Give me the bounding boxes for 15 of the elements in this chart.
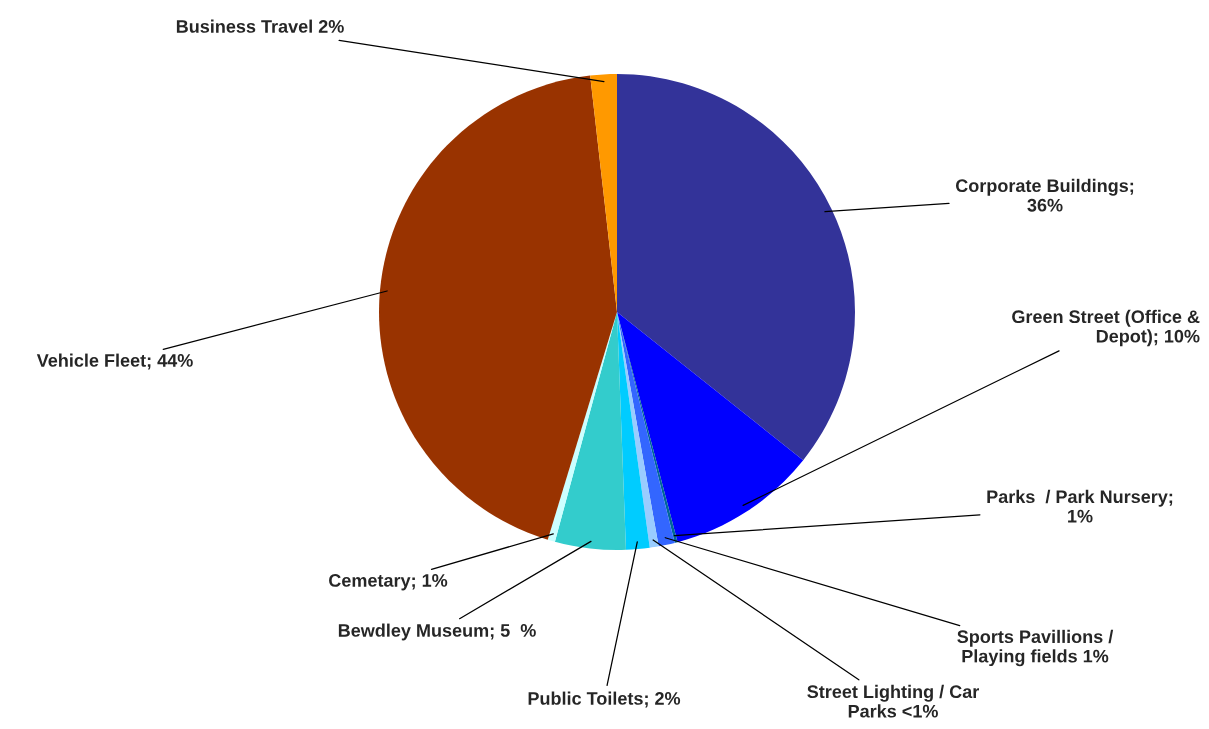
slice-label: Cemetary; 1% — [329, 574, 448, 591]
slice-label: Business Travel 2% — [176, 19, 344, 33]
slice-label: Sports Pavillions / Playing fields 1% — [957, 629, 1114, 667]
slice-label: Parks / Park Nursery; 1% — [987, 489, 1173, 523]
pie-slice — [617, 312, 659, 548]
pie-slice — [379, 75, 617, 540]
pie-slice — [617, 74, 855, 461]
slice-label: Public Toilets; 2% — [528, 691, 681, 708]
slice-label: Vehicle Fleet; 44% — [36, 353, 193, 370]
pie-slice — [617, 312, 804, 543]
slice-label: Green Street (Office & Depot); 10% — [1012, 309, 1200, 347]
slice-label: Corporate Buildings; 36% — [955, 178, 1134, 212]
slice-label: Bewdley Museum; 5 % — [338, 623, 536, 641]
pie-slice — [554, 312, 626, 550]
slice-label: Street Lighting / Car Parks <1% — [807, 684, 979, 718]
